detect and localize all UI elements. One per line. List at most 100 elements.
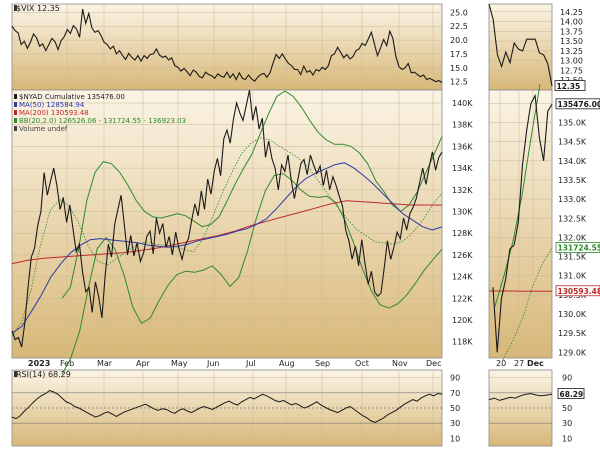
value-tag: 130593.48	[558, 287, 600, 296]
x-tick: Aug	[279, 359, 295, 368]
legend-marker	[14, 5, 17, 11]
vix-line	[11, 8, 443, 83]
nyad-y-tick: 122K	[452, 294, 473, 303]
nyad-zoom-y-tick: 131.0K	[558, 272, 587, 281]
bb-upper-zoom-line	[494, 84, 541, 307]
nyad-y-tick: 140K	[452, 99, 473, 108]
vix-zoom-panel[interactable]	[488, 3, 553, 91]
x-tick: Oct	[355, 359, 369, 368]
vix-main-panel[interactable]	[11, 3, 443, 91]
ma200-line	[11, 200, 443, 265]
value-tag-box	[555, 242, 600, 253]
nyad-legend-item: MA(50) 128584.94	[19, 101, 85, 109]
vix-y-tick: 17.5	[450, 50, 468, 59]
value-tag: 12.35	[557, 82, 581, 91]
rsi-y-tick: 90	[450, 374, 460, 383]
x-tick: 20	[496, 359, 506, 368]
vix-zoom-y-tick: 13.50	[560, 37, 583, 46]
vix-zoom-y-tick: 13.25	[560, 47, 583, 56]
value-tag-box	[557, 388, 585, 399]
nyad-y-tick: 124K	[452, 273, 473, 282]
legend-marker	[14, 110, 17, 115]
nyad-y-tick: 126K	[452, 251, 473, 260]
bb-upper-line	[61, 90, 443, 299]
nyad-zoom-y-tick: 131.5K	[558, 253, 587, 262]
nyad-y-tick: 130K	[452, 208, 473, 217]
nyad-y-tick: 120K	[452, 316, 473, 325]
nyad-y-tick: 138K	[452, 121, 473, 130]
nyad-zoom-y-tick: 130.0K	[558, 310, 587, 319]
vix-zoom-y-tick: 14.25	[560, 8, 583, 17]
nyad-zoom-panel[interactable]	[488, 89, 553, 359]
vix-y-tick: 20.0	[450, 36, 468, 45]
value-tag-box	[554, 80, 586, 91]
x-tick: Nov	[392, 359, 408, 368]
rsi-zoom-y-tick: 30	[562, 419, 572, 428]
nyad-price-line	[11, 89, 443, 348]
rsi-y-tick: 70	[450, 389, 460, 398]
nyad-y-tick: 132K	[452, 186, 473, 195]
x-tick: Mar	[97, 359, 113, 368]
rsi-y-tick: 30	[450, 419, 460, 428]
nyad-legend-item: Volume undef	[19, 125, 68, 133]
nyad-legend-item: $NYAD Cumulative 135476.00	[19, 93, 125, 101]
nyad-zoom-y-tick: 134.0K	[558, 157, 587, 166]
rsi-zoom-y-tick: 10	[562, 434, 572, 443]
rsi-zoom-y-tick: 90	[562, 374, 572, 383]
value-tag: 68.29	[560, 390, 584, 399]
x-tick: Dec	[527, 359, 544, 368]
nyad-zoom-line	[492, 93, 553, 353]
x-tick: Apr	[136, 359, 151, 368]
legend-marker	[14, 94, 17, 99]
value-tag-box	[555, 98, 600, 110]
rsi-y-tick: 50	[450, 404, 460, 413]
rsi-line	[11, 389, 443, 423]
x-tick: 2023	[28, 359, 50, 368]
nyad-zoom-y-tick: 135.0K	[558, 119, 587, 128]
x-tick: Jun	[206, 359, 220, 368]
nyad-y-tick: 128K	[452, 229, 473, 238]
x-tick: Dec	[426, 359, 441, 368]
ma50-line	[11, 162, 443, 334]
legend-marker	[14, 126, 17, 131]
nyad-zoom-y-tick: 132.0K	[558, 233, 587, 242]
vix-y-tick: 15.0	[450, 64, 468, 73]
vix-y-tick: 12.5	[450, 78, 468, 87]
value-tag: 131724.55	[558, 244, 600, 253]
nyad-legend-item: MA(200) 130593.48	[19, 109, 89, 117]
vix-zoom-y-tick: 13.75	[560, 27, 583, 36]
vix-legend: $VIX 12.35	[16, 4, 60, 13]
rsi-y-tick: 10	[450, 434, 460, 443]
nyad-legend-item: BB(20,2.0) 126526.06 - 131724.55 - 13692…	[19, 117, 186, 125]
rsi-zoom-line	[488, 393, 553, 401]
value-tag: 135476.00	[558, 100, 600, 109]
nyad-zoom-y-tick: 134.5K	[558, 138, 587, 147]
nyad-y-tick: 136K	[452, 142, 473, 151]
nyad-zoom-y-tick: 133.5K	[558, 176, 587, 185]
x-tick: Feb	[60, 359, 74, 368]
nyad-y-tick: 118K	[452, 338, 473, 347]
nyad-zoom-y-tick: 129.0K	[558, 348, 587, 357]
rsi-zoom-y-tick: 50	[562, 404, 572, 413]
x-tick: May	[171, 359, 188, 368]
nyad-y-tick: 134K	[452, 164, 473, 173]
nyad-zoom-y-tick: 129.5K	[558, 329, 587, 338]
vix-y-tick: 25.0	[450, 8, 468, 17]
bb-lower-line	[61, 172, 443, 375]
vix-zoom-line	[488, 3, 553, 87]
legend-marker	[14, 371, 17, 377]
nyad-zoom-y-tick: 132.5K	[558, 214, 587, 223]
x-tick: 27	[514, 359, 524, 368]
x-tick: Sep	[315, 359, 330, 368]
x-tick: Jul	[245, 359, 256, 368]
legend-marker	[14, 118, 17, 123]
legend-marker	[14, 102, 17, 107]
rsi-main-panel[interactable]	[11, 369, 443, 447]
vix-zoom-y-tick: 13.00	[560, 57, 583, 66]
value-tag-box	[555, 285, 600, 297]
nyad-zoom-y-tick: 133.0K	[558, 195, 587, 204]
rsi-legend: RSI(14) 68.29	[16, 370, 71, 379]
vix-y-tick: 22.5	[450, 22, 468, 31]
vix-zoom-y-tick: 12.75	[560, 66, 583, 75]
